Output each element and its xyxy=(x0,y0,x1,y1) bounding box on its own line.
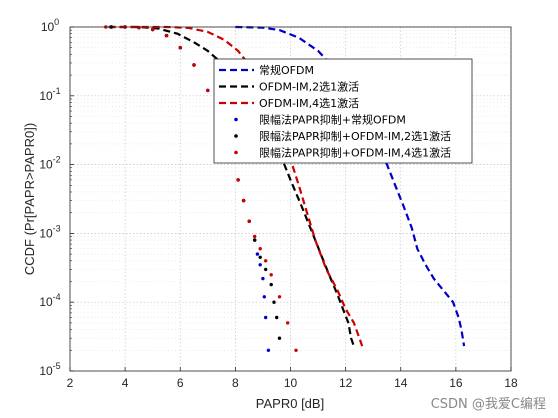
x-tick-label: 12 xyxy=(339,376,353,390)
legend-swatch-dot xyxy=(234,134,238,138)
series-point-6 xyxy=(294,348,298,352)
watermark: CSDN @我爱C编程 xyxy=(430,397,546,412)
series-line-1 xyxy=(235,25,466,347)
series-point-6 xyxy=(137,25,141,30)
x-tick-label: 4 xyxy=(122,376,129,390)
legend-label: OFDM-IM,4选1激活 xyxy=(259,96,359,110)
series-point-4 xyxy=(261,276,265,281)
series-point-4 xyxy=(255,252,260,256)
x-tick-label: 10 xyxy=(284,376,298,390)
series-point-4 xyxy=(262,295,266,299)
series-point-6 xyxy=(192,63,196,67)
x-tick-label: 16 xyxy=(449,376,463,390)
legend-label: 常规OFDM xyxy=(259,63,314,77)
x-tick-label: 14 xyxy=(394,376,408,390)
series-point-6 xyxy=(236,178,240,182)
series-point-6 xyxy=(247,219,251,223)
series-point-5 xyxy=(258,255,262,259)
series-point-6 xyxy=(264,259,268,263)
series-point-4 xyxy=(258,263,262,267)
series-point-5 xyxy=(275,315,279,320)
series-point-6 xyxy=(241,198,246,203)
series-point-5 xyxy=(272,300,276,304)
series-point-6 xyxy=(269,273,273,277)
series-point-4 xyxy=(264,315,268,320)
series-point-4 xyxy=(266,348,271,352)
series-point-6 xyxy=(258,247,262,251)
series-point-5 xyxy=(269,282,273,287)
y-axis-label: CCDF (Pr[PAPR>PAPR0]) xyxy=(22,123,37,275)
legend-label: OFDM-IM,2选1激活 xyxy=(259,80,359,94)
x-axis-label: PAPR0 [dB] xyxy=(256,396,324,411)
series-point-6 xyxy=(286,321,290,325)
ticks-group: 2 4 6 8 10 12 14 16 18 100 10-1 10-2 10-3 10-4 10-5 xyxy=(39,17,518,390)
series-line-3 xyxy=(108,25,364,347)
x-tick-label: 18 xyxy=(504,376,518,390)
series-point-6 xyxy=(164,33,169,38)
legend-label: 限幅法PAPR抑制+OFDM-IM,4选1激活 xyxy=(259,146,451,160)
series-point-6 xyxy=(253,234,257,239)
y-tick-label: 10-4 xyxy=(39,292,60,309)
legend: 常规OFDM OFDM-IM,2选1激活 OFDM-IM,4选1激活限幅法PAPR抑… xyxy=(213,58,473,164)
y-tick-label: 10-5 xyxy=(39,361,60,378)
x-tick-label: 6 xyxy=(177,376,184,390)
series-point-5 xyxy=(264,267,268,272)
y-tick-label: 10-3 xyxy=(39,223,60,240)
legend-box xyxy=(213,58,473,164)
series-point-6 xyxy=(151,27,155,32)
series-point-5 xyxy=(253,238,257,242)
legend-label: 限幅法PAPR抑制+常规OFDM xyxy=(259,113,406,127)
series-point-6 xyxy=(206,88,210,93)
x-tick-label: 2 xyxy=(67,376,74,390)
series-point-6 xyxy=(178,46,182,50)
legend-swatch-dot xyxy=(234,117,238,122)
series-point-6 xyxy=(277,295,282,299)
y-tick-label: 10-1 xyxy=(39,86,60,103)
legend-label: 限幅法PAPR抑制+OFDM-IM,2选1激活 xyxy=(259,129,451,143)
series-point-5 xyxy=(277,336,282,340)
y-tick-label: 10-2 xyxy=(39,155,60,172)
x-tick-label: 8 xyxy=(232,376,239,390)
legend-swatch-dot xyxy=(234,150,238,155)
y-tick-label: 100 xyxy=(41,17,59,34)
